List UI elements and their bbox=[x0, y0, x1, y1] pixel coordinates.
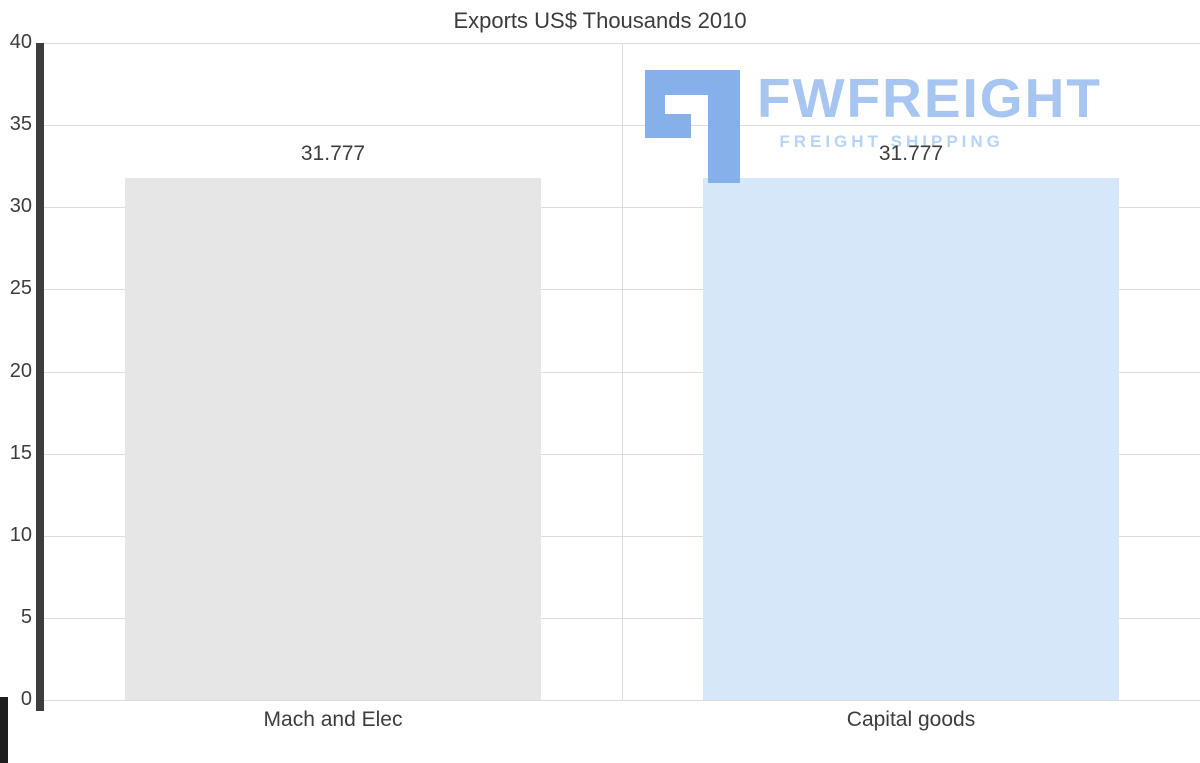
bar-capital-goods[interactable] bbox=[702, 178, 1120, 700]
y-tick-label: 20 bbox=[9, 359, 32, 382]
y-tick-label: 35 bbox=[9, 113, 32, 136]
y-axis-line bbox=[36, 43, 44, 711]
bar-value-label-capital-goods: 31.777 bbox=[878, 142, 944, 166]
y-tick-label: 0 bbox=[20, 688, 32, 710]
y-tick-label: 25 bbox=[9, 277, 32, 300]
watermark-tagline-text: FREIGHT SHIPPING bbox=[779, 131, 1004, 151]
gridline bbox=[44, 700, 1200, 701]
y-tick-label: 40 bbox=[9, 31, 32, 53]
left-edge-mark bbox=[0, 697, 8, 763]
y-tick-label: 5 bbox=[20, 605, 32, 628]
x-axis-label-capital-goods: Capital goods bbox=[846, 708, 976, 731]
watermark-text: FWFREIGHT FREIGHT SHIPPING bbox=[757, 67, 1102, 152]
plot-area: 31.777 31.777 bbox=[44, 43, 1200, 701]
chart-title: Exports US$ Thousands 2010 bbox=[453, 8, 747, 33]
watermark-brand-text: FWFREIGHT bbox=[757, 67, 1102, 129]
y-tick-label: 15 bbox=[9, 441, 32, 464]
y-tick-label: 10 bbox=[9, 523, 32, 546]
bar-value-label-mach-and-elec: 31.777 bbox=[300, 142, 366, 166]
y-tick-label: 30 bbox=[9, 195, 32, 218]
bar-mach-and-elec[interactable] bbox=[124, 178, 542, 700]
fwfreight-logo-icon bbox=[645, 70, 740, 183]
watermark: FWFREIGHT FREIGHT SHIPPING bbox=[645, 67, 1102, 190]
x-axis-label-mach-and-elec: Mach and Elec bbox=[263, 708, 403, 731]
vertical-gridline bbox=[622, 43, 623, 700]
